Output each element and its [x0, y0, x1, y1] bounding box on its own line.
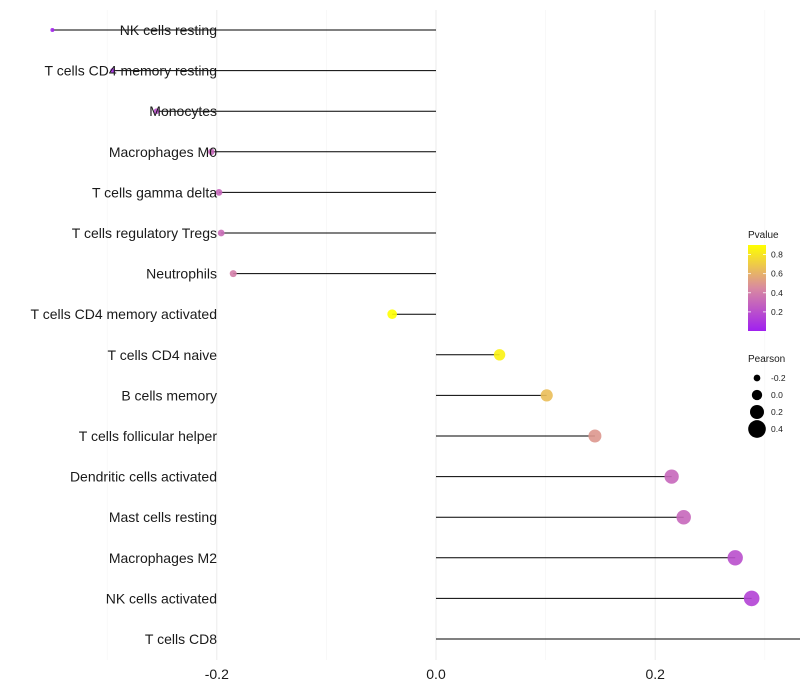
category-label: T cells follicular helper [79, 428, 218, 444]
pearson-legend-key [751, 389, 763, 401]
lollipop-point [153, 108, 160, 115]
pearson-legend-key [753, 374, 761, 382]
pearson-legend-label: 0.4 [771, 424, 783, 434]
category-label: T cells regulatory Tregs [72, 225, 217, 241]
category-label: Macrophages M0 [109, 144, 217, 160]
category-label: Dendritic cells activated [70, 469, 217, 485]
pearson-legend-key [748, 420, 766, 438]
category-label: Monocytes [149, 103, 217, 119]
lollipop-point [387, 309, 397, 320]
category-label: NK cells activated [106, 590, 217, 606]
category-label: T cells CD4 memory resting [45, 63, 217, 79]
category-labels: NK cells resting T cells CD4 memory resti… [31, 22, 218, 647]
x-tick-label: -0.2 [205, 666, 229, 682]
pvalue-colorbar [748, 245, 766, 331]
lollipop-point [588, 429, 602, 443]
category-label: T cells gamma delta [92, 184, 217, 200]
pvalue-legend: Pvalue 0.2 0.4 0.6 0.8 [748, 230, 783, 331]
lollipop-point [229, 270, 237, 278]
colorbar-tick-label: 0.6 [771, 269, 783, 279]
category-label: T cells CD8 [145, 631, 217, 647]
category-label: T cells CD4 naive [108, 347, 218, 363]
category-label: Mast cells resting [109, 509, 217, 525]
category-label: NK cells resting [120, 22, 217, 38]
pearson-legend-label: -0.2 [771, 373, 786, 383]
pearson-legend-key [750, 405, 764, 419]
pearson-legend-title: Pearson [748, 354, 785, 365]
pvalue-legend-title: Pvalue [748, 230, 779, 241]
colorbar-tick-label: 0.4 [771, 288, 783, 298]
lollipop-point [217, 229, 225, 237]
lollipop-point [743, 590, 760, 607]
lollipop-point [50, 28, 55, 32]
x-tick-label: 0.2 [645, 666, 665, 682]
category-label: Neutrophils [146, 266, 217, 282]
lollipop-point [676, 509, 691, 525]
lollipop-points [50, 28, 760, 607]
category-label: B cells memory [121, 387, 217, 403]
pearson-legend: Pearson -0.2 0.0 0.2 0.4 [748, 354, 786, 438]
lollipop-point [110, 68, 116, 74]
pearson-legend-label: 0.2 [771, 407, 783, 417]
x-axis-ticks: -0.20.00.20.4 [205, 666, 665, 682]
lollipop-point [664, 469, 679, 484]
lollipop-sticks [52, 29, 800, 640]
category-label: Macrophages M2 [109, 550, 217, 566]
grid-lines [106, 10, 766, 660]
lollipop-point [727, 550, 743, 566]
pearson-legend-label: 0.0 [771, 390, 783, 400]
lollipop-point [540, 389, 553, 402]
lollipop-point [208, 148, 215, 156]
colorbar-tick-label: 0.2 [771, 307, 783, 317]
category-label: T cells CD4 memory activated [31, 306, 217, 322]
lollipop-point [215, 189, 223, 196]
x-tick-label: 0.0 [426, 666, 446, 682]
colorbar-tick-label: 0.8 [771, 250, 783, 260]
lollipop-point [493, 349, 506, 361]
